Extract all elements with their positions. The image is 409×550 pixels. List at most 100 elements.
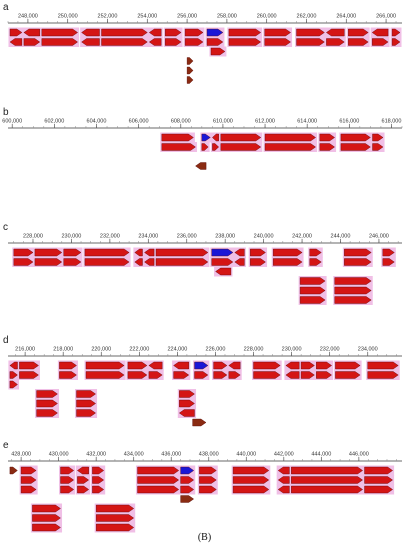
gene-arrow: [201, 143, 209, 151]
gene-arrow: [316, 361, 332, 370]
axis-tick: 222,000: [129, 347, 149, 356]
gene-arrow: [264, 133, 316, 142]
tick-label: 220,000: [91, 347, 111, 353]
gene-arrow: [137, 476, 180, 484]
tick-label: 250,000: [58, 14, 78, 20]
axis-tick: 244,000: [331, 234, 350, 243]
gene-arrow: [264, 28, 291, 37]
axis-tick: 252,000: [98, 14, 117, 23]
axis-tick: 248,000: [18, 14, 38, 23]
tick-label: 600,000: [2, 119, 22, 125]
gene-arrow: [382, 248, 395, 257]
axis-tick: 216,000: [15, 347, 35, 356]
gene-arrow: [9, 28, 23, 37]
gene-arrow: [296, 38, 325, 46]
axis-tick: 434,000: [124, 452, 144, 461]
gene-arrow: [77, 476, 90, 484]
panel-label: b: [3, 107, 9, 118]
gene-arrow: [277, 466, 290, 475]
highlighted-gene-arrow: [206, 28, 224, 37]
gene-arrow: [9, 466, 18, 475]
axis-tick: 616,000: [339, 119, 359, 128]
gene-arrow: [144, 248, 155, 257]
gene-arrow: [36, 399, 58, 408]
gene-arrow: [63, 258, 82, 266]
gene-arrow: [344, 248, 372, 257]
axis-tick: 218,000: [53, 347, 73, 356]
gene-arrow: [32, 514, 61, 522]
gene-track: 216,000 218,000 220,000 222,000 224,000 226,0…: [8, 347, 402, 427]
gene-arrow: [127, 371, 148, 379]
gene-arrow: [180, 495, 195, 503]
tick-label: 226,000: [206, 347, 226, 353]
gene-arrow: [249, 248, 266, 257]
tick-label: 436,000: [161, 452, 181, 458]
gene-arrow: [206, 38, 224, 46]
tick-label: 438,000: [199, 452, 219, 458]
gene-arrow: [155, 248, 209, 257]
gene-arrow: [101, 38, 148, 46]
axis-tick: 428,000: [11, 452, 31, 461]
gene-track: 428,000 430,000 432,000 434,000 436,000 438,0…: [8, 452, 402, 533]
tick-label: 602,000: [44, 119, 64, 125]
tick-label: 228,000: [23, 234, 43, 240]
axis-tick: 242,000: [292, 234, 312, 243]
gene-arrow: [334, 277, 372, 285]
highlighted-gene-arrow: [211, 248, 234, 257]
gene-arrow: [155, 258, 209, 266]
axis-tick: 614,000: [297, 119, 317, 128]
gene-arrow: [179, 399, 195, 408]
gene-arrow: [211, 258, 234, 266]
gene-arrow: [41, 28, 78, 37]
axis-tick: 240,000: [254, 234, 274, 243]
gene-arrow: [326, 38, 345, 46]
gene-arrow: [285, 371, 300, 379]
tick-label: 442,000: [274, 452, 294, 458]
axis-tick: 228,000: [244, 347, 263, 356]
tick-label: 264,000: [336, 14, 356, 20]
gene-arrow: [215, 267, 232, 276]
gene-arrow: [195, 162, 207, 170]
tick-label: 612,000: [255, 119, 275, 125]
gene-arrow: [84, 248, 130, 257]
highlighted-gene-arrow: [201, 133, 211, 142]
highlighted-gene-arrow: [180, 466, 195, 475]
gene-arrow: [59, 371, 77, 379]
gene-arrow: [95, 523, 135, 532]
tick-label: 234,000: [138, 234, 158, 240]
gene-arrow: [299, 296, 326, 304]
gene-arrow: [364, 476, 393, 484]
gene-arrow: [316, 371, 332, 379]
axis-tick: 236,000: [177, 234, 197, 243]
gene-arrow: [81, 28, 100, 37]
tick-label: 240,000: [254, 234, 274, 240]
gene-arrow: [334, 286, 372, 295]
axis-tick: 604,000: [87, 119, 106, 128]
gene-arrow: [291, 485, 363, 494]
gene-arrow: [300, 371, 315, 379]
tick-label: 218,000: [53, 347, 73, 353]
gene-arrow: [212, 133, 219, 142]
gene-arrow: [34, 258, 63, 266]
axis-tick: 430,000: [49, 452, 69, 461]
gene-arrow: [92, 476, 105, 484]
gene-arrow: [348, 28, 369, 37]
gene-arrow: [9, 38, 23, 46]
gene-arrow: [340, 143, 371, 151]
gene-arrow: [137, 485, 180, 494]
tick-label: 242,000: [292, 234, 312, 240]
tick-label: 430,000: [49, 452, 69, 458]
gene-arrow: [213, 361, 228, 370]
tick-label: 230,000: [282, 347, 302, 353]
axis-tick: 238,000: [215, 234, 235, 243]
axis-tick: 258,000: [217, 14, 237, 23]
gene-arrow: [277, 476, 290, 484]
axis-tick: 226,000: [206, 347, 226, 356]
gene-arrow: [210, 47, 226, 56]
tick-label: 434,000: [124, 452, 144, 458]
axis-tick: 220,000: [91, 347, 111, 356]
gene-arrow: [23, 28, 40, 37]
gene-arrow: [19, 361, 39, 370]
gene-arrow: [232, 466, 270, 475]
gene-arrow: [232, 476, 270, 484]
